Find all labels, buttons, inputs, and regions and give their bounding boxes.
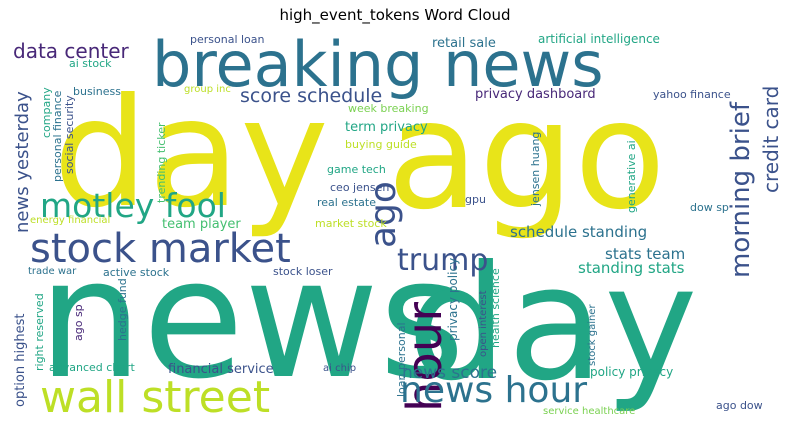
word-privacy-policy: privacy policy [446, 258, 460, 341]
word-news-hour: news hour [400, 370, 587, 411]
word-group-inc: group inc [184, 84, 231, 95]
word-ago-dow: ago dow [716, 399, 763, 412]
word-privacy-dashboard: privacy dashboard [475, 87, 596, 102]
word-hour: hour [397, 302, 453, 412]
word-hedge-fund: hedge fund [116, 278, 129, 341]
word-day: day [407, 232, 698, 416]
word-service-healthcare: service healthcare [543, 406, 635, 417]
word-trump: trump [397, 243, 488, 278]
word-term-privacy: term privacy [345, 120, 428, 135]
word-open-interest: open interest [478, 290, 489, 357]
word-yahoo-finance: yahoo finance [653, 88, 731, 101]
word-stock-market: stock market [30, 226, 291, 272]
word-ai-stock: ai stock [69, 57, 112, 70]
word-ago: ago [363, 181, 404, 248]
word-financial-service: financial service [168, 362, 274, 377]
word-morning-brief: morning brief [726, 101, 756, 278]
chart-title: high_event_tokens Word Cloud [279, 6, 511, 24]
word-generative-ai: generative ai [625, 140, 638, 213]
word-option-highest: option highest [13, 314, 28, 407]
word-wall-street: wall street [40, 372, 270, 423]
word-company: company [40, 87, 53, 138]
word-stock-loser: stock loser [273, 265, 333, 278]
word-health-science: health science [489, 268, 502, 348]
word-breaking-news: breaking news [152, 28, 604, 101]
word-data-center: data center [13, 39, 130, 63]
word-buying-guide: buying guide [345, 138, 417, 151]
word-trending-ticker: trending ticker [155, 122, 168, 203]
word-game-tech: game tech [327, 163, 386, 176]
word-business: business [73, 85, 121, 98]
word-stats-team: stats team [605, 245, 685, 263]
word-market-stock: market stock [315, 217, 387, 230]
word-week-breaking: week breaking [348, 102, 429, 115]
word-gpu: gpu [465, 193, 486, 206]
word-ceo-jensen: ceo jensen [330, 181, 389, 194]
word-day: day [53, 67, 329, 241]
word-policy-privacy: policy privacy [590, 365, 673, 379]
word-score-schedule: score schedule [240, 85, 382, 107]
word-active-stock: active stock [103, 266, 170, 279]
word-ai-chip: ai chip [323, 363, 356, 374]
word-ago-sp: ago sp [72, 304, 85, 341]
word-right-reserved: right reserved [33, 293, 46, 371]
word-team-player: team player [162, 217, 241, 232]
word-trade-war: trade war [28, 266, 77, 277]
word-news: news [38, 223, 465, 415]
word-ago: ago [387, 69, 666, 243]
word-dow-sp: dow sp [690, 201, 729, 214]
word-loan-personal: loan personal [395, 323, 408, 398]
word-news-yesterday: news yesterday [12, 91, 33, 233]
word-artificial-intelligence: artificial intelligence [538, 32, 660, 46]
word-motley-fool: motley fool [40, 186, 226, 225]
word-retail-sale: retail sale [432, 36, 496, 51]
word-schedule-standing: schedule standing [510, 223, 647, 241]
word-energy-financial: energy financial [30, 215, 110, 226]
word-jensen-huang: jensen huang [529, 132, 542, 207]
word-standing-stats: standing stats [578, 259, 685, 277]
word-credit-card: credit card [759, 86, 783, 193]
word-social-security: social security [63, 95, 76, 174]
word-real-estate: real estate [317, 196, 376, 209]
word-personal-finance: personal finance [51, 90, 64, 182]
word-stock-gainer: stock gainer [587, 304, 598, 366]
word-advanced-chart: advanced chart [49, 361, 136, 374]
word-news-score: news score [402, 363, 497, 383]
word-personal-loan: personal loan [190, 33, 265, 46]
